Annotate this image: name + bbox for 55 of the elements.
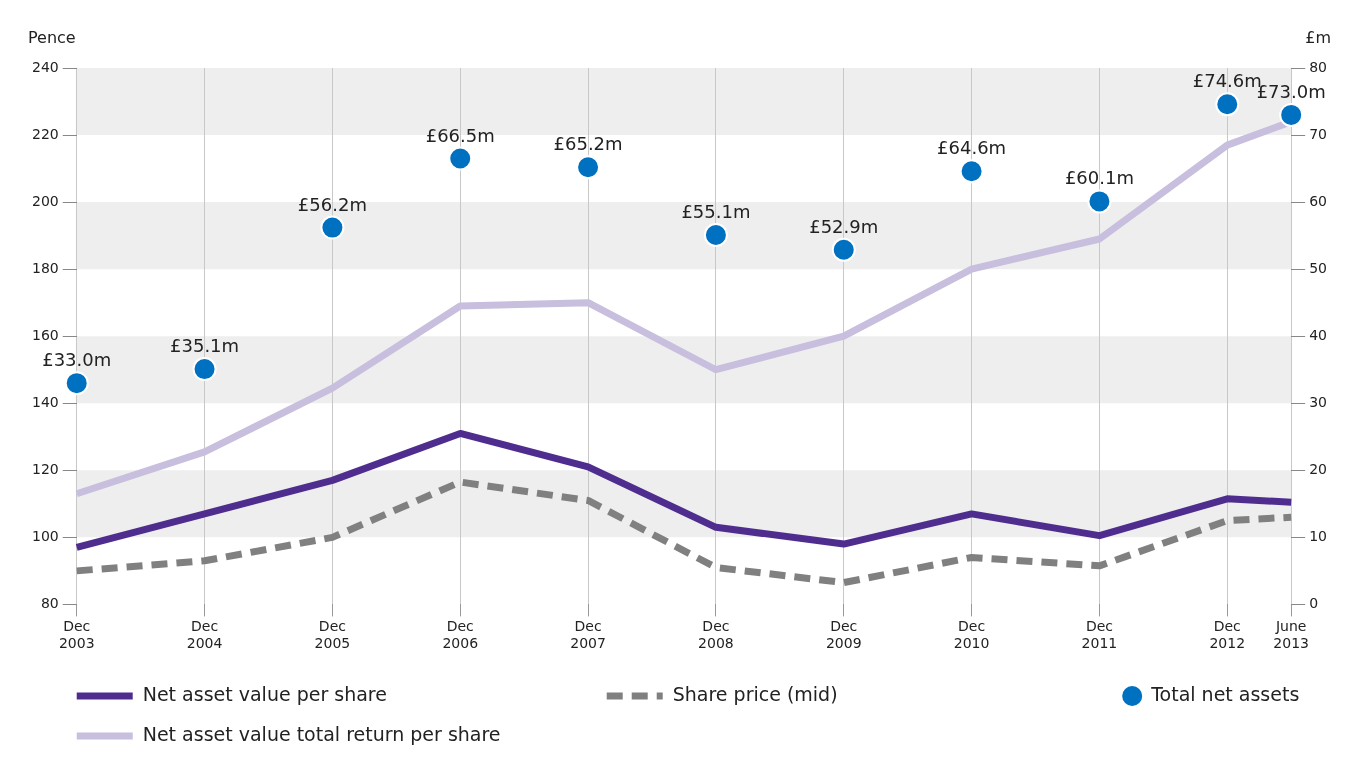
y-tick-label: 140 xyxy=(31,393,59,410)
y-tick-label: 120 xyxy=(31,460,59,477)
point xyxy=(320,215,345,240)
y2-tick-label: 30 xyxy=(1309,393,1328,410)
point xyxy=(1279,102,1304,127)
legend-label: Share price (mid) xyxy=(672,682,838,705)
point xyxy=(1087,189,1112,214)
point xyxy=(959,159,984,184)
y2-tick-label: 50 xyxy=(1309,259,1328,276)
y-tick-label: 200 xyxy=(31,192,59,209)
x-tick-label: Dec 2011 xyxy=(1081,618,1118,652)
legend-label: Total net assets xyxy=(1150,682,1300,705)
point xyxy=(576,155,601,180)
data-label: £56.2m xyxy=(297,193,367,215)
x-tick-label: Dec 2006 xyxy=(442,618,479,652)
legend-label: Net asset value per share xyxy=(142,682,387,705)
y-tick-label: 220 xyxy=(31,125,59,142)
y2-axis-title: £m xyxy=(1305,28,1331,47)
x-tick-label: Dec 2003 xyxy=(58,618,95,652)
y-tick-label: 80 xyxy=(40,595,59,612)
y-tick-label: 100 xyxy=(31,527,59,544)
data-label: £66.5m xyxy=(425,124,495,146)
x-tick-label: Dec 2004 xyxy=(186,618,223,652)
data-label: £52.9m xyxy=(809,215,879,237)
x-tick-label: Dec 2010 xyxy=(953,618,990,652)
legend-label: Net asset value total return per share xyxy=(142,722,501,745)
point xyxy=(703,222,728,247)
y-tick-label: 180 xyxy=(31,259,59,276)
y-tick-label: 160 xyxy=(31,326,59,343)
data-label: £33.0m xyxy=(42,349,112,371)
x-tick-label: Dec 2012 xyxy=(1209,618,1246,652)
y2-tick-label: 80 xyxy=(1309,58,1328,75)
point xyxy=(831,237,856,262)
y2-tick-label: 10 xyxy=(1309,527,1328,544)
y-axis-title: Pence xyxy=(28,28,76,47)
point xyxy=(1215,92,1240,117)
point xyxy=(448,146,473,171)
y2-tick-label: 40 xyxy=(1309,326,1328,343)
x-tick-label: Dec 2007 xyxy=(570,618,606,652)
x-tick-label: June 2013 xyxy=(1273,618,1310,652)
y2-tick-label: 20 xyxy=(1309,460,1328,477)
y2-tick-label: 70 xyxy=(1309,125,1328,142)
x-tick-label: Dec 2005 xyxy=(314,618,351,652)
x-tick-label: Dec 2008 xyxy=(698,618,734,652)
data-label: £64.6m xyxy=(937,137,1007,159)
y2-tick-label: 60 xyxy=(1309,192,1328,209)
x-tick-label: Dec 2009 xyxy=(825,618,862,652)
data-label: £60.1m xyxy=(1064,167,1134,189)
data-label: £65.2m xyxy=(553,133,623,155)
y-tick-label: 240 xyxy=(31,58,59,75)
point xyxy=(192,357,217,382)
point xyxy=(64,371,89,396)
y2-tick-label: 0 xyxy=(1309,595,1319,612)
data-label: £55.1m xyxy=(681,200,751,222)
data-label: £35.1m xyxy=(170,335,240,357)
